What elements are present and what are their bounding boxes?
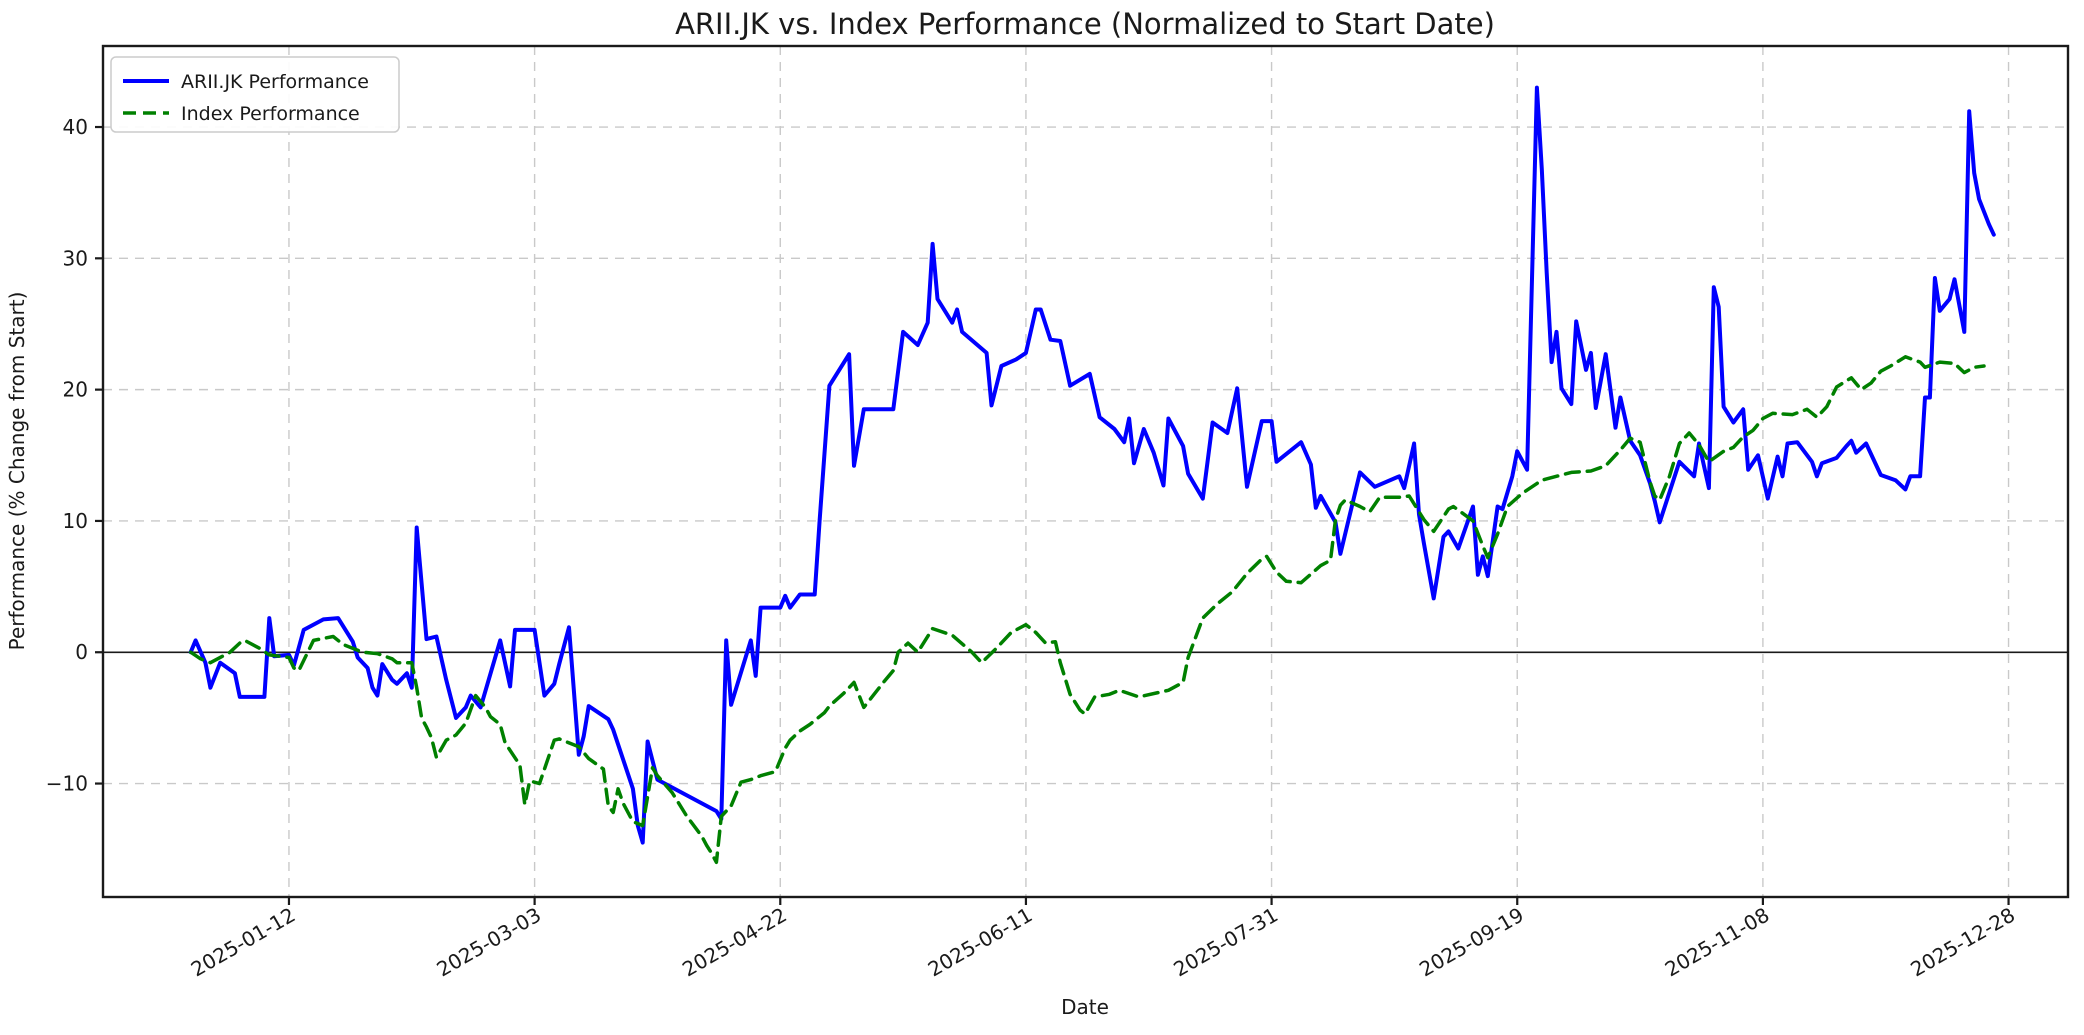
series-layer bbox=[188, 85, 1996, 865]
y-tick-label: 30 bbox=[63, 246, 88, 270]
y-tick-label: 10 bbox=[63, 509, 88, 533]
legend-label-arii: ARII.JK Performance bbox=[181, 71, 369, 93]
x-tick-label: 2025-12-28 bbox=[1906, 903, 2019, 982]
tick-layer: 2025-01-12 2025-03-03 2025-04-22 2025-06-11… bbox=[46, 115, 2019, 981]
x-tick-label: 2025-07-31 bbox=[1169, 903, 1282, 982]
y-tick-label: 0 bbox=[75, 640, 88, 664]
plot-area: 2025-01-12 2025-03-03 2025-04-22 2025-06-11… bbox=[46, 44, 2070, 981]
axes-frame bbox=[101, 44, 2070, 899]
legend-box bbox=[110, 56, 400, 133]
x-tick-label: 2025-04-22 bbox=[678, 903, 791, 982]
y-tick-label: −10 bbox=[46, 772, 88, 796]
legend: ARII.JK Performance Index Performance bbox=[110, 56, 400, 133]
y-axis-label: Performance (% Change from Start) bbox=[5, 292, 29, 651]
series-arii-line bbox=[188, 85, 1996, 845]
chart-title: ARII.JK vs. Index Performance (Normalize… bbox=[675, 7, 1495, 41]
x-axis-label: Date bbox=[1061, 995, 1109, 1019]
x-tick-label: 2025-09-19 bbox=[1415, 903, 1528, 982]
x-tick-label: 2025-03-03 bbox=[432, 903, 545, 982]
x-tick-label: 2025-06-11 bbox=[924, 903, 1037, 982]
y-tick-label: 20 bbox=[63, 378, 88, 402]
x-tick-label: 2025-01-12 bbox=[187, 903, 300, 982]
series-index-line bbox=[188, 355, 1986, 865]
y-tick-label: 40 bbox=[63, 115, 88, 139]
legend-label-index: Index Performance bbox=[181, 103, 360, 125]
x-tick-label: 2025-11-08 bbox=[1661, 903, 1774, 982]
